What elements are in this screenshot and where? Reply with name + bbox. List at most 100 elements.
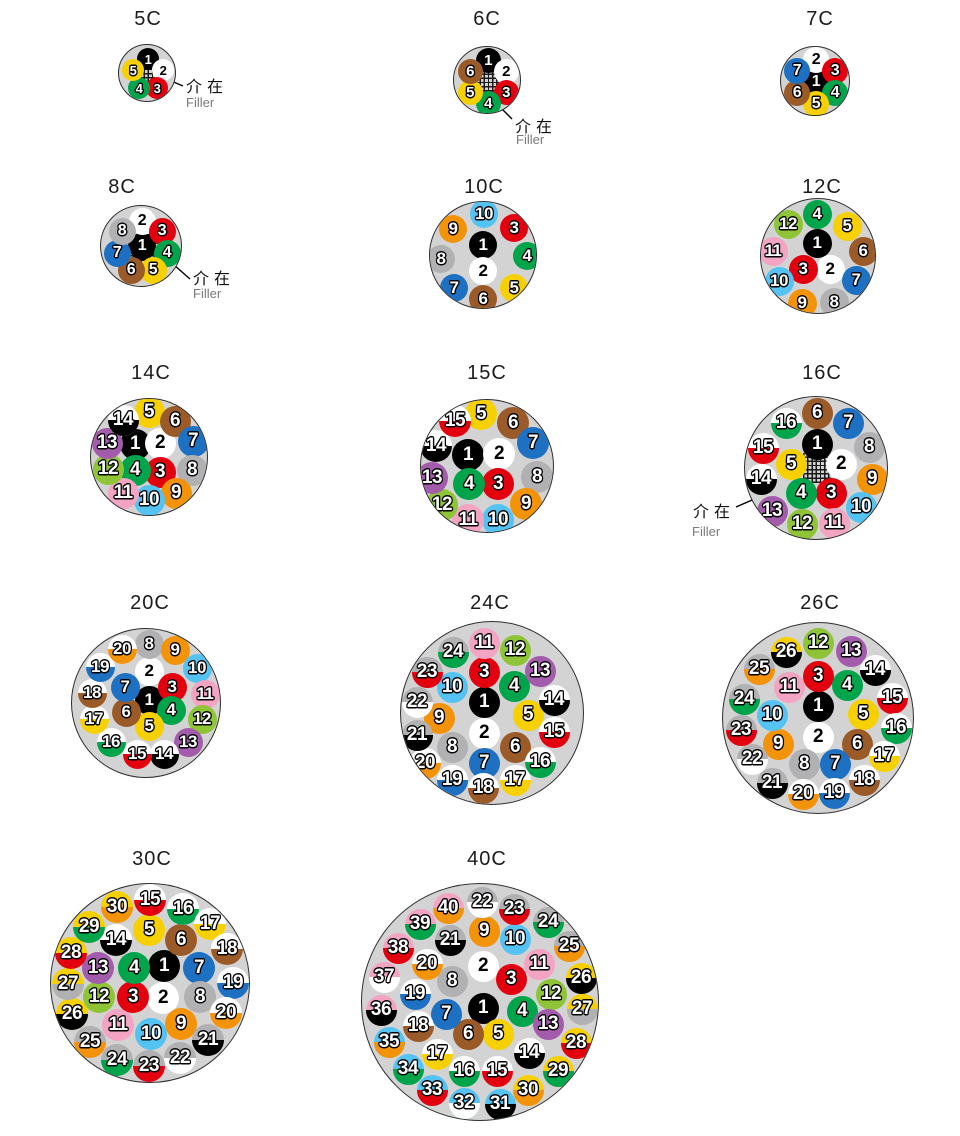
core-stripe-green xyxy=(96,742,126,757)
core-number: 2 xyxy=(157,987,169,1008)
core-stripe-black xyxy=(434,940,466,956)
core-26C-26: 26 xyxy=(770,636,802,668)
core-number: 2 xyxy=(154,432,166,453)
core-number: 18 xyxy=(853,769,875,790)
core-number: 31 xyxy=(489,1093,511,1114)
core-number: 14 xyxy=(425,435,447,456)
filler-label-jp-6C: 介在 xyxy=(515,119,558,136)
cable-cross-section-40C: 1 2 3 4 5 6 7 8 9 10 11 12 13 14 15 16 17 18 19 20 21 22 23 24 2… xyxy=(361,883,599,1121)
core-number: 22 xyxy=(169,1047,191,1068)
core-number: 6 xyxy=(175,929,187,950)
core-24C-15: 15 xyxy=(538,716,570,748)
core-number: 2 xyxy=(478,261,488,280)
core-number: 1 xyxy=(462,444,474,465)
core-12C-5: 5 xyxy=(832,211,862,241)
core-40C-5: 5 xyxy=(482,1018,514,1050)
core-stripe-red xyxy=(134,900,166,916)
core-40C-23: 23 xyxy=(498,893,530,925)
core-number: 5 xyxy=(857,703,869,724)
core-10C-1: 1 xyxy=(469,231,497,259)
core-5C-4: 4 xyxy=(128,77,150,99)
core-stripe-orange xyxy=(107,649,137,664)
core-20C-10: 10 xyxy=(182,653,212,683)
core-20C-7: 7 xyxy=(110,672,140,702)
core-number: 19 xyxy=(441,769,463,790)
core-number: 10 xyxy=(138,489,160,510)
core-number: 4 xyxy=(516,1000,528,1021)
core-40C-12: 12 xyxy=(535,978,567,1010)
core-40C-3: 3 xyxy=(495,963,527,995)
core-number: 21 xyxy=(406,724,428,745)
core-number: 3 xyxy=(478,661,490,682)
core-30C-3: 3 xyxy=(117,981,149,1013)
filler-label-jp-5C: 介在 xyxy=(186,79,229,96)
core-7C-7: 7 xyxy=(784,58,810,84)
core-40C-2: 2 xyxy=(467,950,499,982)
core-number: 28 xyxy=(565,1032,587,1053)
core-number: 7 xyxy=(112,244,122,261)
core-number: 22 xyxy=(471,891,493,912)
core-number: 8 xyxy=(186,459,198,480)
core-number: 29 xyxy=(78,916,100,937)
core-stripe-black xyxy=(401,735,433,751)
core-16C-16: 16 xyxy=(770,407,802,439)
core-stripe-gray xyxy=(566,1009,598,1025)
filler-label-en-8C: Filler xyxy=(193,286,222,301)
core-30C-22: 22 xyxy=(164,1042,196,1074)
core-number: 16 xyxy=(453,1060,475,1081)
core-number: 26 xyxy=(61,1003,83,1024)
core-number: 7 xyxy=(440,1003,452,1024)
core-26C-13: 13 xyxy=(835,635,867,667)
core-number: 4 xyxy=(795,482,807,503)
core-40C-40: 40 xyxy=(432,892,464,924)
core-15C-14: 14 xyxy=(421,430,452,462)
core-number: 1 xyxy=(478,235,488,254)
core-stripe-orange xyxy=(411,964,443,980)
core-number: 3 xyxy=(825,482,837,503)
core-number: 20 xyxy=(215,1002,237,1023)
core-number: 19 xyxy=(404,983,426,1004)
core-number: 7 xyxy=(187,430,199,451)
core-stripe-black xyxy=(192,1040,224,1056)
core-number: 9 xyxy=(433,707,445,728)
core-number: 14 xyxy=(864,659,886,680)
core-number: 18 xyxy=(216,938,238,959)
core-number: 17 xyxy=(426,1043,448,1064)
core-number: 18 xyxy=(83,683,101,702)
core-15C-4: 4 xyxy=(453,468,485,500)
core-24C-4: 4 xyxy=(498,670,530,702)
core-40C-25: 25 xyxy=(553,930,585,962)
core-stripe-yellow xyxy=(868,756,900,772)
core-number: 12 xyxy=(504,639,526,660)
core-26C-16: 16 xyxy=(880,712,912,744)
core-number: 6 xyxy=(851,733,863,754)
core-10C-8: 8 xyxy=(430,245,455,273)
core-30C-15: 15 xyxy=(134,884,166,916)
core-number: 28 xyxy=(60,942,82,963)
core-number: 9 xyxy=(866,468,878,489)
core-number: 12 xyxy=(779,214,797,233)
core-number: 5 xyxy=(842,216,852,235)
core-40C-24: 24 xyxy=(532,906,564,938)
core-stripe-blue xyxy=(85,667,115,682)
core-12C-6: 6 xyxy=(848,236,875,266)
core-8C-5: 5 xyxy=(139,256,167,284)
core-24C-2: 2 xyxy=(468,717,500,749)
core-24C-20: 20 xyxy=(409,747,441,779)
core-number: 1 xyxy=(129,433,141,454)
core-stripe-orange xyxy=(432,908,464,924)
core-number: 34 xyxy=(397,1058,419,1079)
core-24C-17: 17 xyxy=(499,764,531,796)
core-20C-2: 2 xyxy=(134,656,164,686)
core-stripe-brown xyxy=(467,788,499,804)
core-40C-27: 27 xyxy=(566,993,598,1025)
core-stripe-green xyxy=(404,924,436,940)
core-number: 1 xyxy=(811,433,823,454)
core-40C-11: 11 xyxy=(523,948,555,980)
core-stripe-black xyxy=(859,670,891,686)
core-number: 16 xyxy=(529,751,551,772)
core-number: 25 xyxy=(748,658,770,679)
core-number: 4 xyxy=(129,459,141,480)
